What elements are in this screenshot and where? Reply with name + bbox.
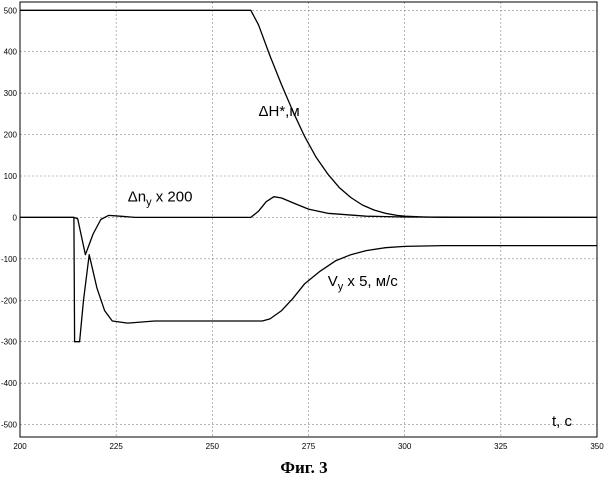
y-tick-label: -500 xyxy=(1,421,18,430)
figure-caption: Фиг. 3 xyxy=(0,458,608,478)
y-tick-label: 500 xyxy=(4,6,18,15)
series-annotation: ΔH*,м xyxy=(258,103,299,120)
x-tick-label: 275 xyxy=(302,442,316,451)
x-tick-label: 250 xyxy=(206,442,220,451)
y-tick-label: 200 xyxy=(4,131,18,140)
x-tick-label: 225 xyxy=(109,442,123,451)
y-tick-label: 400 xyxy=(4,48,18,57)
y-tick-label: 300 xyxy=(4,89,18,98)
y-tick-label: -200 xyxy=(1,296,18,305)
x-tick-label: 350 xyxy=(590,442,604,451)
y-tick-label: -400 xyxy=(1,379,18,388)
series-annotation: Δny x 200 xyxy=(128,189,193,209)
x-tick-label: 200 xyxy=(13,442,27,451)
x-axis-label: t, c xyxy=(552,413,573,430)
y-tick-label: 0 xyxy=(13,213,18,222)
x-tick-label: 300 xyxy=(398,442,412,451)
x-tick-label: 325 xyxy=(494,442,508,451)
y-tick-label: -100 xyxy=(1,255,18,264)
y-tick-label: 100 xyxy=(4,172,18,181)
y-tick-label: -300 xyxy=(1,338,18,347)
